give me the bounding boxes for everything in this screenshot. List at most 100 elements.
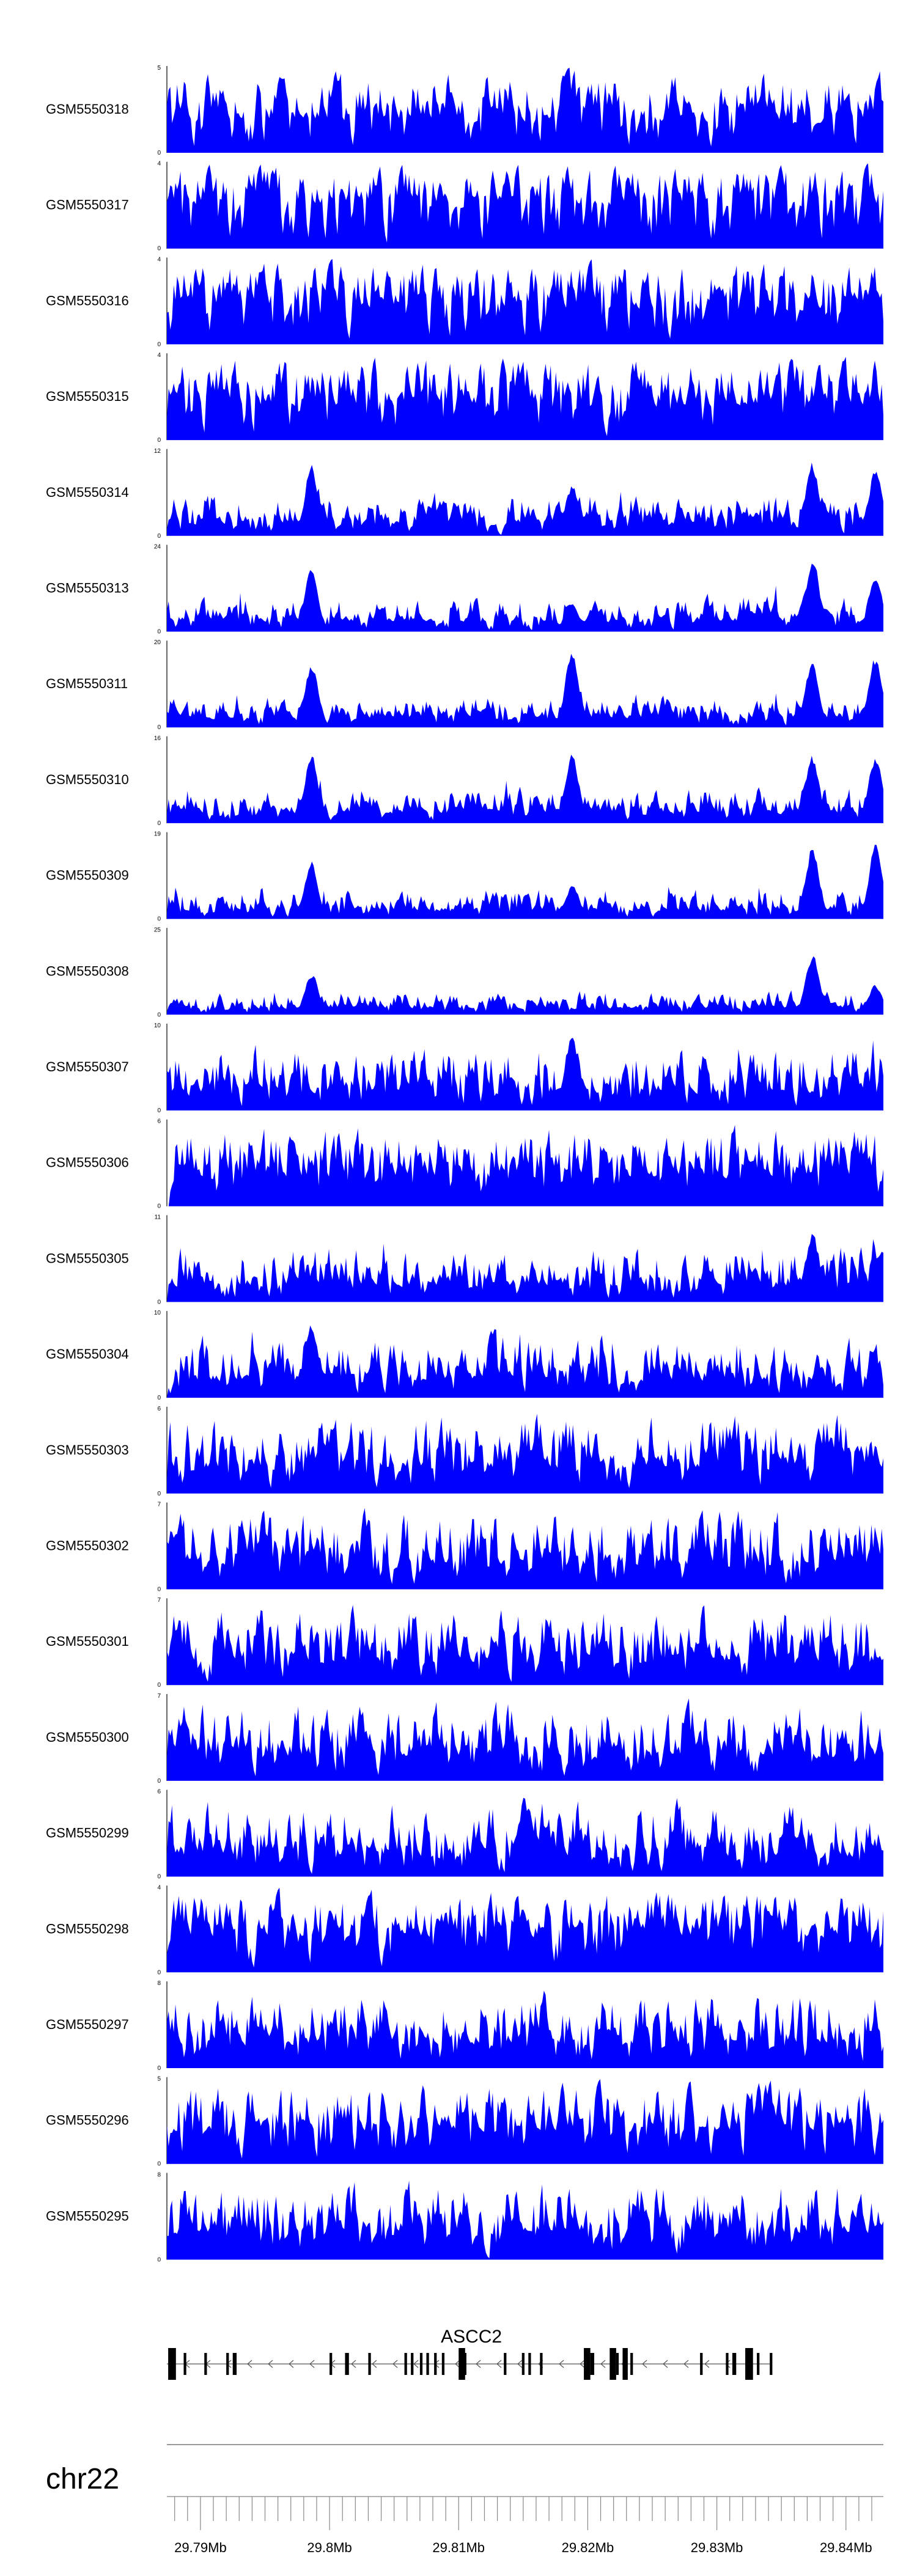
strand-arrow-icon — [309, 2360, 315, 2368]
strand-arrow-icon — [663, 2360, 668, 2368]
coverage-area — [167, 653, 883, 728]
exon-block — [458, 2348, 465, 2380]
exon-block — [521, 2353, 525, 2375]
track-label: GSM5550317 — [46, 197, 129, 213]
coverage-area — [167, 356, 883, 441]
exon-block — [168, 2348, 176, 2380]
track-label: GSM5550305 — [46, 1250, 129, 1266]
coverage-area — [167, 1605, 883, 1686]
track-label: GSM5550300 — [46, 1730, 129, 1745]
coverage-area — [167, 754, 883, 823]
chromosome-label: chr22 — [46, 2463, 119, 2495]
coverage-area — [167, 2181, 883, 2260]
exon-block — [345, 2353, 349, 2375]
y-max-label: 10 — [154, 1310, 161, 1316]
track-label: GSM5550313 — [46, 581, 129, 596]
track-label: GSM5550316 — [46, 293, 129, 308]
strand-arrow-icon — [455, 2360, 460, 2368]
track-label: GSM5550304 — [46, 1346, 129, 1362]
coverage-area — [167, 259, 883, 345]
track-label: GSM5550296 — [46, 2113, 129, 2128]
track-label: GSM5550301 — [46, 1634, 129, 1649]
x-tick-label: 29.82Mb — [562, 2540, 614, 2555]
y-max-label: 8 — [157, 2171, 161, 2178]
coverage-area — [167, 956, 883, 1015]
y-max-label: 6 — [157, 1789, 161, 1796]
y-min-label: 0 — [157, 1969, 161, 1976]
strand-arrow-icon — [392, 2360, 398, 2368]
track-label: GSM5550315 — [46, 389, 129, 404]
exon-block — [540, 2353, 543, 2375]
y-max-label: 4 — [157, 1884, 161, 1891]
y-max-label: 4 — [157, 161, 161, 167]
gene-name-label: ASCC2 — [441, 2327, 502, 2347]
y-min-label: 0 — [157, 1778, 161, 1785]
x-tick-label: 29.83Mb — [691, 2540, 743, 2555]
coverage-area — [167, 1234, 883, 1302]
strand-arrow-icon — [247, 2360, 252, 2368]
y-max-label: 5 — [157, 2076, 161, 2083]
y-max-label: 4 — [157, 352, 161, 359]
track-label: GSM5550302 — [46, 1538, 129, 1554]
exon-block — [330, 2353, 333, 2375]
coverage-area — [167, 1038, 883, 1110]
coverage-area — [167, 163, 883, 249]
track-label: GSM5550307 — [46, 1059, 129, 1074]
y-min-label: 0 — [157, 2065, 161, 2072]
exon-block — [630, 2353, 633, 2375]
y-max-label: 24 — [154, 544, 161, 551]
y-max-label: 7 — [157, 1693, 161, 1700]
y-max-label: 8 — [157, 1980, 161, 1987]
exon-block — [426, 2353, 429, 2375]
exon-block — [616, 2353, 619, 2375]
y-max-label: 20 — [154, 639, 161, 646]
coverage-area — [167, 1125, 883, 1206]
coverage-area — [167, 1508, 883, 1590]
exon-block — [204, 2353, 207, 2375]
coverage-area — [167, 2079, 883, 2164]
track-label: GSM5550311 — [46, 676, 128, 691]
coverage-area — [167, 563, 883, 632]
y-min-label: 0 — [157, 2161, 161, 2168]
y-min-label: 0 — [157, 1587, 161, 1593]
y-max-label: 6 — [157, 1118, 161, 1125]
exon-block — [504, 2353, 507, 2375]
y-min-label: 0 — [157, 820, 161, 827]
exon-block — [745, 2348, 753, 2380]
exon-block — [700, 2353, 703, 2375]
exon-block — [584, 2348, 591, 2380]
y-max-label: 6 — [157, 1406, 161, 1412]
strand-arrow-icon — [704, 2360, 710, 2368]
y-min-label: 0 — [157, 1107, 161, 1114]
track-label: GSM5550308 — [46, 963, 129, 978]
y-min-label: 0 — [157, 2256, 161, 2263]
y-min-label: 0 — [157, 1395, 161, 1401]
coverage-area — [167, 1698, 883, 1781]
track-label: GSM5550314 — [46, 485, 129, 500]
exon-block — [226, 2353, 229, 2375]
strand-arrow-icon — [559, 2360, 564, 2368]
y-min-label: 0 — [157, 437, 161, 444]
exon-block — [404, 2353, 407, 2375]
coverage-area — [167, 1325, 883, 1398]
y-min-label: 0 — [157, 341, 161, 348]
y-max-label: 12 — [154, 448, 161, 455]
track-label: GSM5550306 — [46, 1155, 129, 1170]
coverage-area — [167, 1991, 883, 2068]
track-label: GSM5550318 — [46, 101, 129, 117]
track-label: GSM5550303 — [46, 1442, 129, 1458]
coverage-area — [167, 67, 883, 153]
y-min-label: 0 — [157, 1491, 161, 1497]
strand-arrow-icon — [642, 2360, 647, 2368]
exon-block — [609, 2348, 616, 2380]
x-tick-label: 29.84Mb — [820, 2540, 872, 2555]
exon-block — [434, 2353, 437, 2375]
track-label: GSM5550298 — [46, 1921, 129, 1936]
strand-arrow-icon — [351, 2360, 356, 2368]
exon-block — [183, 2353, 186, 2375]
coverage-area — [167, 462, 883, 536]
strand-arrow-icon — [725, 2360, 731, 2368]
coverage-area — [167, 1797, 883, 1877]
coverage-area — [167, 845, 883, 919]
